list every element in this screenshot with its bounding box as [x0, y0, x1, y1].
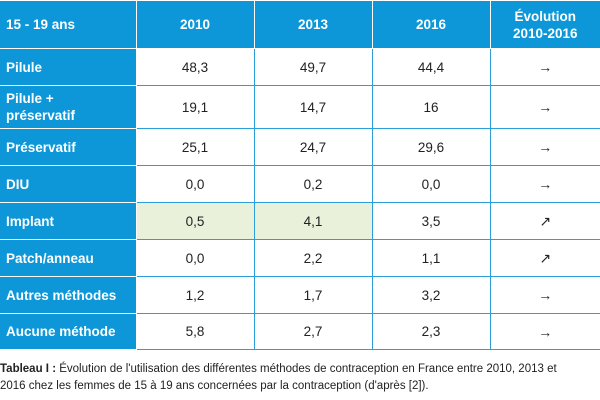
cell-2010: 48,3: [135, 48, 255, 86]
row-label-pilule-preservatif: Pilule + préservatif: [0, 85, 137, 129]
table-row: Pilule + préservatif 19,1 14,7 16 →: [0, 85, 600, 129]
cell-2016: 1,1: [371, 239, 491, 277]
cell-2013: 2,2: [253, 239, 373, 277]
evolution-header: Évolution 2010-2016: [489, 0, 600, 49]
cell-2013: 14,7: [253, 85, 373, 129]
row-label-line2: préservatif: [6, 108, 76, 123]
cell-2010: 1,2: [135, 276, 255, 314]
header-row: 15 - 19 ans 2010 2013 2016 Évolution 201…: [0, 0, 600, 49]
cell-2013: 24,7: [253, 128, 373, 166]
arrow-right-icon: →: [489, 165, 600, 203]
table-row: Aucune méthode 5,8 2,7 2,3 →: [0, 313, 600, 350]
table-row: Pilule 48,3 49,7 44,4 →: [0, 48, 600, 86]
row-label-line1: Pilule +: [6, 91, 54, 106]
table-row: DIU 0,0 0,2 0,0 →: [0, 165, 600, 203]
row-label-aucune-methode: Aucune méthode: [0, 313, 137, 350]
year-header-2013: 2013: [253, 0, 373, 49]
cell-2016: 0,0: [371, 165, 491, 203]
arrow-up-right-icon: ↗: [489, 202, 600, 240]
arrow-right-icon: →: [489, 276, 600, 314]
cell-2016: 16: [371, 85, 491, 129]
table-row: Autres méthodes 1,2 1,7 3,2 →: [0, 276, 600, 314]
cell-2013-highlighted: 4,1: [253, 202, 373, 240]
caption-label: Tableau I :: [0, 363, 57, 375]
arrow-right-icon: →: [489, 85, 600, 129]
year-header-2016: 2016: [371, 0, 491, 49]
table-row: Patch/anneau 0,0 2,2 1,1 ↗: [0, 239, 600, 277]
caption-line1: Évolution de l'utilisation des différent…: [56, 363, 557, 375]
cell-2016: 2,3: [371, 313, 491, 350]
cell-2016: 29,6: [371, 128, 491, 166]
age-group-header: 15 - 19 ans: [0, 0, 137, 49]
cell-2013: 2,7: [253, 313, 373, 350]
cell-2010: 5,8: [135, 313, 255, 350]
row-label-pilule: Pilule: [0, 48, 137, 86]
cell-2016: 3,5: [371, 202, 491, 240]
row-label-preservatif: Préservatif: [0, 128, 137, 166]
cell-2016: 3,2: [371, 276, 491, 314]
evolution-header-line1: Évolution: [514, 8, 577, 24]
arrow-up-right-icon: ↗: [489, 239, 600, 277]
arrow-right-icon: →: [489, 313, 600, 350]
contraception-table-container: 15 - 19 ans 2010 2013 2016 Évolution 201…: [0, 0, 600, 350]
table-row: Implant 0,5 4,1 3,5 ↗: [0, 202, 600, 240]
caption-line2: 2016 chez les femmes de 15 à 19 ans conc…: [0, 380, 429, 392]
contraception-table: 15 - 19 ans 2010 2013 2016 Évolution 201…: [0, 0, 600, 350]
arrow-right-icon: →: [489, 128, 600, 166]
evolution-header-line2: 2010-2016: [512, 25, 578, 41]
row-label-patch-anneau: Patch/anneau: [0, 239, 137, 277]
row-label-implant: Implant: [0, 202, 137, 240]
year-header-2010: 2010: [135, 0, 255, 49]
cell-2013: 0,2: [253, 165, 373, 203]
cell-2010-highlighted: 0,5: [135, 202, 255, 240]
cell-2010: 0,0: [135, 239, 255, 277]
cell-2016: 44,4: [371, 48, 491, 86]
cell-2013: 49,7: [253, 48, 373, 86]
cell-2010: 0,0: [135, 165, 255, 203]
cell-2013: 1,7: [253, 276, 373, 314]
row-label-diu: DIU: [0, 165, 137, 203]
row-label-autres-methodes: Autres méthodes: [0, 276, 137, 314]
cell-2010: 19,1: [135, 85, 255, 129]
arrow-right-icon: →: [489, 48, 600, 86]
cell-2010: 25,1: [135, 128, 255, 166]
table-caption: Tableau I : Évolution de l'utilisation d…: [0, 361, 600, 395]
table-row: Préservatif 25,1 24,7 29,6 →: [0, 128, 600, 166]
